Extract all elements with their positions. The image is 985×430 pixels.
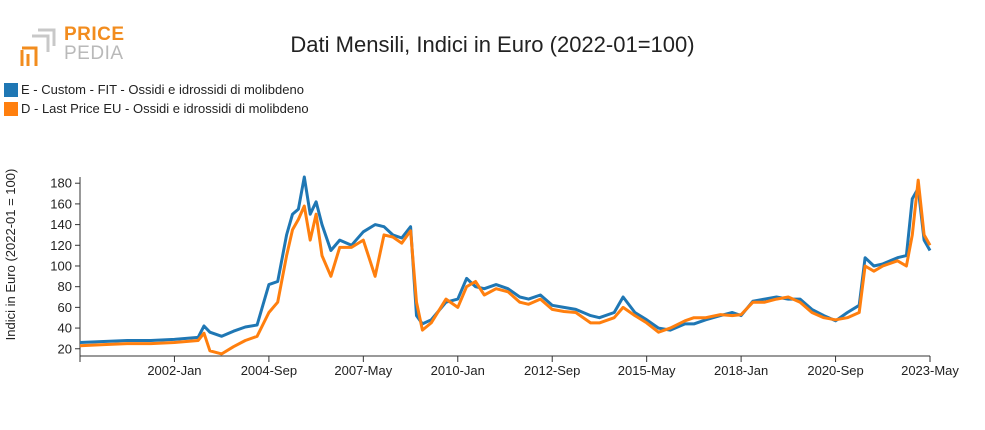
legend-item-custom[interactable]: E - Custom - FIT - Ossidi e idrossidi di… <box>4 80 309 99</box>
series-layer <box>79 175 932 356</box>
x-tick-label: 2020-Sep <box>807 363 863 378</box>
x-axis: 2002-Jan 2004-Sep 2007-May 2010-Jan 2012-Sep… <box>79 355 959 378</box>
legend: E - Custom - FIT - Ossidi e idrossidi di… <box>4 80 309 118</box>
x-tick-label: 2004-Sep <box>241 363 297 378</box>
legend-label-last-price: D - Last Price EU - Ossidi e idrossidi d… <box>21 101 309 116</box>
y-tick-label: 140 <box>50 217 72 232</box>
legend-label-custom: E - Custom - FIT - Ossidi e idrossidi di… <box>21 82 304 97</box>
y-tick-label: 20 <box>58 341 72 356</box>
series-line-custom-fit[interactable] <box>79 175 932 344</box>
y-tick-label: 60 <box>58 300 72 315</box>
chart-title: Dati Mensili, Indici in Euro (2022-01=10… <box>290 32 695 57</box>
x-tick-label: 2007-May <box>334 363 392 378</box>
x-tick-label: 2015-May <box>618 363 676 378</box>
x-tick-label: 2012-Sep <box>524 363 580 378</box>
y-axis: 20 40 60 80 100 120 140 160 180 <box>50 176 81 356</box>
x-tick-label: 2023-May <box>901 363 959 378</box>
series-line-last-price-eu[interactable] <box>79 178 932 356</box>
pricepedia-logo-mark <box>20 28 56 66</box>
y-tick-label: 160 <box>50 196 72 211</box>
legend-item-last-price[interactable]: D - Last Price EU - Ossidi e idrossidi d… <box>4 99 309 118</box>
y-tick-label: 80 <box>58 279 72 294</box>
y-axis-title: Indici in Euro (2022-01 = 100) <box>3 169 18 341</box>
y-tick-label: 100 <box>50 258 72 273</box>
logo-word-pedia: PEDIA <box>64 43 124 64</box>
x-tick-label: 2010-Jan <box>431 363 485 378</box>
legend-swatch-custom <box>4 82 18 97</box>
y-tick-label: 40 <box>58 321 72 336</box>
pricepedia-logo: PRICE PEDIA <box>18 22 128 68</box>
y-tick-label: 180 <box>50 176 72 191</box>
y-tick-label: 120 <box>50 238 72 253</box>
x-tick-label: 2018-Jan <box>714 363 768 378</box>
legend-swatch-last-price <box>4 101 18 116</box>
x-tick-label: 2002-Jan <box>147 363 201 378</box>
logo-word-price: PRICE <box>64 24 125 45</box>
